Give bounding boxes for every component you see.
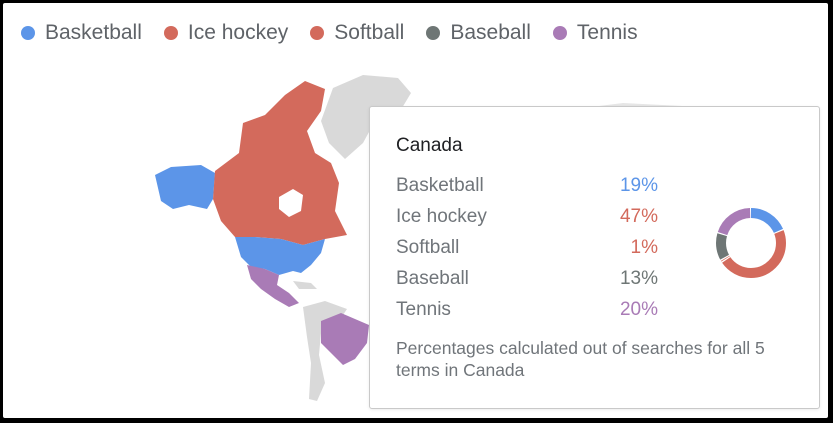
legend-label: Softball (334, 21, 405, 44)
legend-item[interactable]: Baseball (426, 21, 531, 45)
tooltip-donut-chart (716, 208, 786, 278)
legend-dot-icon (552, 26, 567, 40)
tooltip-row-label: Basketball (396, 175, 484, 196)
legend-item[interactable]: Ice hockey (163, 21, 289, 45)
hudson-bay (279, 189, 303, 217)
tooltip-row-label: Ice hockey (396, 206, 487, 227)
legend-dot-icon (163, 26, 178, 40)
legend-item[interactable]: Tennis (552, 21, 638, 45)
map-region-caribbean[interactable] (293, 281, 317, 289)
map-region-united-states[interactable] (235, 237, 325, 275)
tooltip-row-label: Tennis (396, 299, 451, 320)
tooltip-row-value: 13% (619, 268, 658, 289)
tooltip-row-label: Softball (396, 237, 460, 258)
tooltip-row-label: Baseball (396, 268, 469, 289)
map-region-south-america[interactable] (303, 301, 347, 401)
map-region-mexico[interactable] (247, 265, 299, 307)
legend-item[interactable]: Basketball (21, 21, 142, 45)
donut-slice (716, 208, 786, 278)
tooltip-row-value: 47% (619, 206, 658, 227)
tooltip-row-value: 20% (619, 299, 658, 320)
legend-label: Tennis (576, 21, 638, 44)
tooltip-row: Basketball 19% (396, 175, 658, 199)
legend-label: Basketball (45, 21, 142, 44)
tooltip-row: Baseball 13% (396, 268, 658, 292)
legend-dot-icon (310, 26, 325, 40)
map-region-alaska[interactable] (155, 165, 215, 209)
tooltip-row: Ice hockey 47% (396, 206, 658, 230)
tooltip-title: Canada (396, 135, 463, 156)
tooltip-row: Tennis 20% (396, 299, 658, 323)
legend-label: Ice hockey (187, 21, 289, 44)
map-region-canada[interactable] (213, 81, 347, 245)
tooltip-row-value: 19% (619, 175, 658, 196)
donut-slice (716, 208, 786, 278)
donut-slice (716, 208, 786, 278)
legend-dot-icon (426, 26, 441, 40)
chart-legend: Basketball Ice hockey Softball Baseball Tenn… (21, 21, 660, 45)
legend-dot-icon (21, 26, 35, 40)
tooltip-row: Softball 1% (396, 237, 658, 261)
map-region-brazil[interactable] (321, 313, 369, 365)
tooltip-note: Percentages calculated out of searches f… (396, 338, 765, 380)
legend-item[interactable]: Softball (310, 21, 404, 45)
tooltip-row-value: 1% (630, 237, 658, 258)
geo-chart-card: Basketball Ice hockey Softball Baseball Tenn… (3, 3, 828, 418)
legend-label: Baseball (450, 21, 531, 44)
region-tooltip: Canada Basketball 19% Ice hockey 47% Softbal… (369, 106, 820, 409)
map-region-greenland[interactable] (321, 75, 411, 159)
